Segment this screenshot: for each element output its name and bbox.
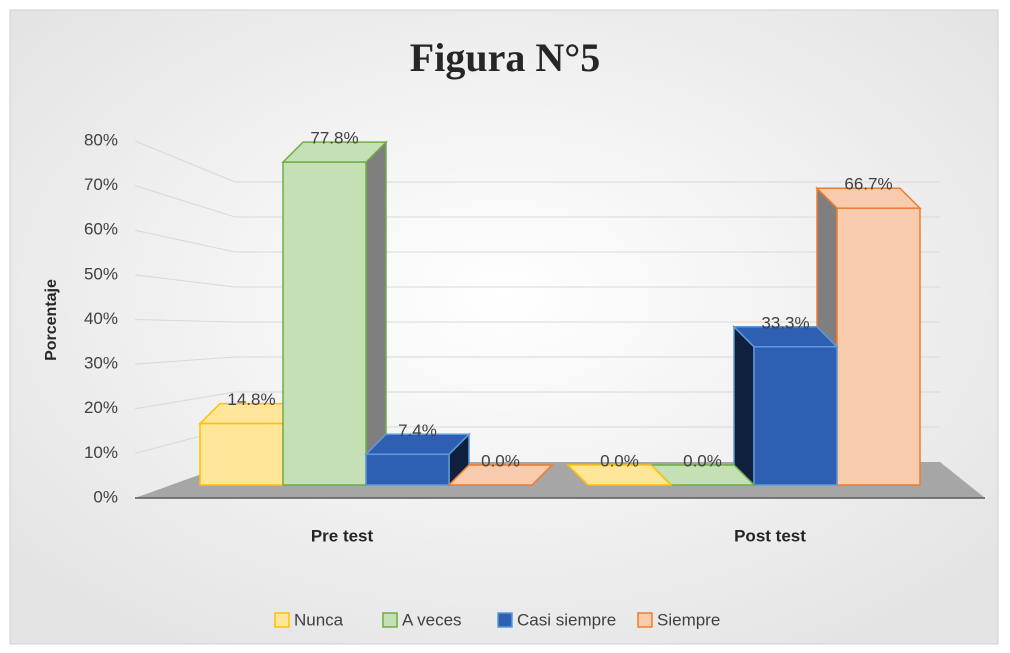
legend-swatch [382, 612, 398, 628]
y-tick-label: 10% [84, 443, 118, 462]
bar [732, 324, 839, 487]
bar [566, 464, 673, 486]
y-tick-label: 20% [84, 398, 118, 417]
y-axis-label: Porcentaje [43, 279, 60, 361]
bar-front [199, 422, 284, 486]
legend-swatch [274, 612, 290, 628]
y-tick-label: 30% [84, 354, 118, 373]
y-tick-label: 60% [84, 220, 118, 239]
bar-front [365, 453, 450, 486]
data-label: 33.3% [761, 313, 809, 332]
bar-top [566, 464, 673, 486]
legend-swatch [497, 612, 513, 628]
grid-line [134, 274, 940, 288]
y-tick-label: 0% [93, 487, 118, 506]
legend-label: Siempre [657, 610, 720, 629]
data-label: 7.4% [398, 421, 437, 440]
y-tick-label: 50% [84, 264, 118, 283]
data-label: 77.8% [310, 129, 358, 148]
bar-front [753, 346, 838, 486]
legend-label: Nunca [294, 610, 344, 629]
grid-line [134, 140, 940, 183]
data-label: 0.0% [481, 451, 520, 470]
data-label: 0.0% [683, 451, 722, 470]
bar-top [447, 464, 554, 486]
legend-swatch [637, 612, 653, 628]
legend-label: A veces [402, 610, 462, 629]
bar [281, 140, 388, 487]
grid-line [134, 391, 940, 410]
bar [815, 186, 922, 487]
bar-side [365, 140, 387, 487]
data-label: 66.7% [844, 175, 892, 194]
data-label: 14.8% [227, 390, 275, 409]
bar-side [733, 324, 755, 487]
x-tick-label: Post test [734, 526, 806, 545]
grid-line [134, 185, 940, 218]
y-tick-label: 70% [84, 175, 118, 194]
bar [447, 464, 554, 486]
legend-label: Casi siempre [517, 610, 616, 629]
grid-line [134, 229, 940, 253]
grid-line [134, 319, 940, 323]
y-tick-label: 80% [84, 130, 118, 149]
grid-line [134, 356, 940, 365]
y-tick-label: 40% [84, 309, 118, 328]
bar [364, 432, 471, 487]
data-label: 0.0% [600, 451, 639, 470]
bar-front [282, 161, 367, 486]
chart-title: Figura N°5 [410, 35, 600, 80]
x-tick-label: Pre test [311, 526, 374, 545]
bar-front [836, 207, 921, 486]
